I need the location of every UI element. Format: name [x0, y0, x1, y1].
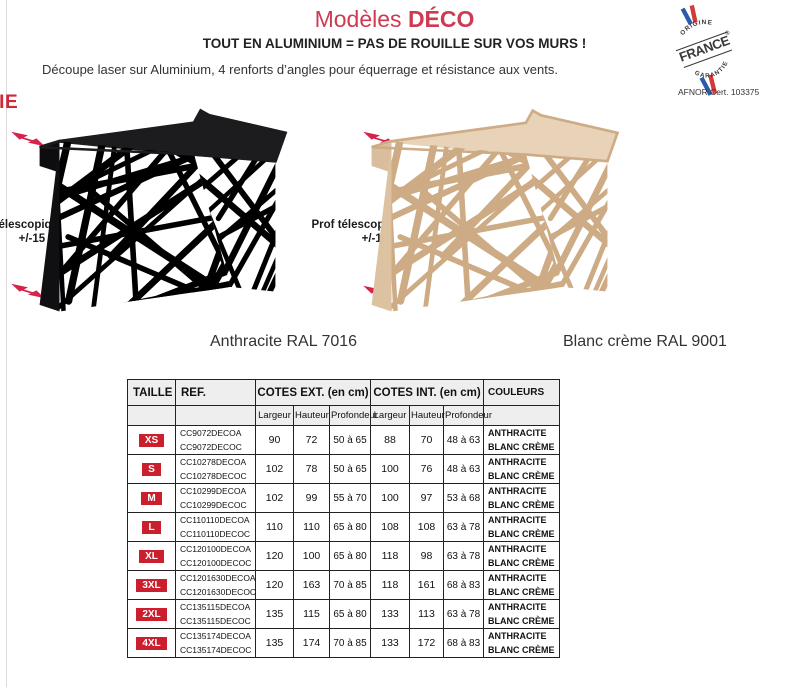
svg-text:®: ®	[724, 29, 731, 37]
